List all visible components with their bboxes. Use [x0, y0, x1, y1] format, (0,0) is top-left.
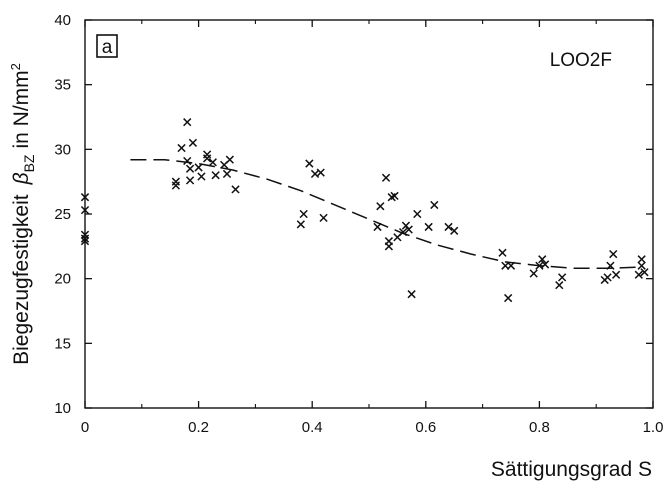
- data-point-marker: [202, 150, 212, 159]
- data-point-marker: [208, 158, 217, 167]
- x-tick-label: 0.4: [302, 419, 323, 436]
- data-point-marker: [296, 220, 305, 229]
- y-tick-label: 35: [54, 77, 71, 94]
- x-tick-label: 0.6: [415, 419, 436, 436]
- trend-curve: [130, 158, 642, 270]
- x-tick-label: 0: [81, 419, 89, 436]
- data-point-marker: [188, 138, 198, 147]
- data-point-marker: [506, 261, 516, 270]
- data-point-marker: [606, 261, 615, 270]
- panel-label: a: [102, 37, 113, 58]
- x-axis-title: Sättigungsgrad S: [491, 458, 652, 481]
- data-point-marker: [609, 249, 618, 259]
- data-point-marker: [194, 163, 203, 172]
- data-point-marker: [384, 242, 394, 251]
- data-point-marker: [640, 268, 649, 277]
- y-axis-ticks: 10 15 20 25 30 35 40: [54, 12, 653, 417]
- data-point-marker: [557, 273, 567, 282]
- plot-frame: [84, 19, 654, 409]
- data-point-marker: [381, 173, 391, 182]
- data-point-marker: [444, 222, 453, 232]
- data-point-marker: [231, 185, 240, 194]
- data-point-marker: [80, 193, 90, 202]
- data-point-marker: [398, 227, 408, 237]
- x-tick-label: 0.2: [188, 419, 209, 436]
- data-point-marker: [540, 260, 550, 269]
- y-tick-label: 40: [54, 12, 71, 29]
- data-point-marker: [183, 118, 192, 127]
- x-tick-label: 1.0: [643, 419, 664, 436]
- data-point-marker: [222, 169, 232, 179]
- data-point-marker: [316, 168, 325, 177]
- data-point-marker: [404, 225, 413, 234]
- data-point-marker: [504, 293, 513, 303]
- data-point-marker: [80, 234, 90, 243]
- data-point-marker: [555, 281, 564, 290]
- data-point-marker: [171, 177, 181, 186]
- y-axis-title-subscript: BZ: [21, 154, 37, 172]
- y-tick-label: 15: [54, 335, 71, 352]
- data-point-marker: [185, 164, 195, 173]
- y-axis-title-prefix: Biegezugfestigkeit: [10, 194, 33, 365]
- data-point-marker: [450, 226, 459, 235]
- panel-label-box: a: [96, 34, 118, 58]
- data-point-marker: [373, 222, 382, 232]
- y-axis-title-exponent: 2: [8, 63, 23, 70]
- data-point-marker: [80, 205, 90, 215]
- data-point-marker: [305, 159, 314, 168]
- y-tick-label: 20: [54, 271, 71, 288]
- data-points: [80, 118, 649, 303]
- data-point-marker: [611, 270, 621, 279]
- data-point-marker: [225, 155, 234, 164]
- y-axis-title: Biegezugfestigkeit βBZ in N/mm2: [8, 63, 37, 365]
- data-point-marker: [319, 213, 328, 223]
- data-point-marker: [637, 261, 646, 270]
- data-point-marker: [80, 237, 90, 246]
- y-tick-label: 30: [54, 141, 71, 158]
- data-point-marker: [407, 290, 416, 299]
- y-tick-label: 10: [54, 400, 71, 417]
- data-point-marker: [413, 209, 422, 219]
- data-point-marker: [390, 191, 399, 201]
- data-point-marker: [529, 269, 538, 278]
- data-point-marker: [538, 255, 547, 264]
- data-point-marker: [202, 154, 212, 163]
- data-point-marker: [424, 222, 433, 232]
- data-point-marker: [177, 143, 186, 153]
- y-axis-title-unit: in N/mm: [10, 70, 33, 148]
- series-label: LOO2F: [550, 50, 612, 71]
- data-point-marker: [634, 270, 643, 279]
- y-tick-label: 25: [54, 206, 71, 223]
- data-point-marker: [430, 200, 439, 210]
- data-point-marker: [299, 209, 308, 219]
- y-axis-title-symbol: β: [10, 172, 33, 185]
- data-point-marker: [185, 176, 195, 185]
- data-point-marker: [197, 172, 206, 181]
- data-point-marker: [498, 248, 507, 257]
- data-point-marker: [183, 156, 192, 166]
- x-tick-label: 0.8: [529, 419, 550, 436]
- data-point-marker: [171, 181, 181, 190]
- data-point-marker: [211, 171, 220, 180]
- data-point-marker: [603, 273, 612, 282]
- x-axis-ticks: 0 0.2 0.4 0.6 0.8 1.0: [81, 20, 664, 436]
- data-point-marker: [637, 255, 646, 264]
- data-point-marker: [376, 202, 385, 211]
